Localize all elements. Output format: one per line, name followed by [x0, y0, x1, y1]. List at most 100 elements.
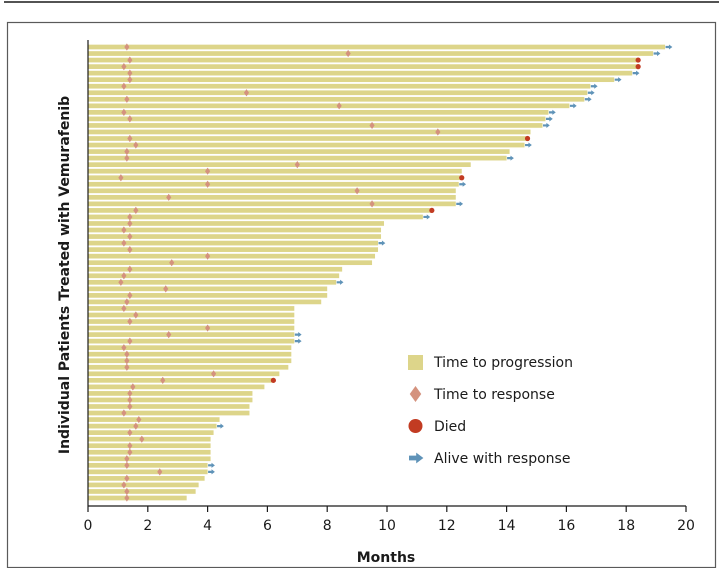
- response-marker: [127, 219, 133, 228]
- progression-bar: [88, 476, 205, 481]
- progression-bar: [88, 384, 265, 390]
- progression-bar: [88, 90, 588, 96]
- x-tick-label: 12: [438, 518, 456, 534]
- progression-bar: [88, 417, 220, 422]
- progression-bar: [88, 103, 570, 109]
- response-marker: [121, 344, 127, 352]
- progression-bar: [88, 168, 462, 174]
- progression-bar: [88, 443, 211, 449]
- response-marker: [124, 43, 130, 51]
- response-marker: [127, 134, 133, 143]
- x-tick-label: 0: [84, 518, 93, 534]
- alive-arrow: [456, 201, 464, 207]
- progression-bar: [88, 227, 382, 233]
- alive-arrow: [217, 423, 224, 429]
- progression-bar: [88, 116, 546, 122]
- response-marker: [127, 389, 133, 398]
- response-marker: [205, 252, 211, 260]
- progression-bar: [88, 293, 328, 298]
- legend-swatch-progression: [408, 355, 423, 370]
- response-marker: [124, 363, 130, 371]
- response-marker: [121, 409, 127, 417]
- response-marker: [124, 455, 130, 463]
- response-marker: [121, 108, 127, 116]
- alive-arrow: [336, 279, 344, 285]
- progression-bar: [88, 142, 525, 148]
- progression-bar: [88, 234, 382, 239]
- progression-bar: [88, 51, 654, 56]
- response-marker: [127, 396, 133, 404]
- x-tick-label: 8: [323, 518, 332, 534]
- x-axis-title: Months: [357, 550, 416, 566]
- progression-bar: [88, 358, 292, 364]
- x-tick-label: 16: [557, 518, 575, 534]
- response-marker: [127, 232, 133, 241]
- legend-label-alive: Alive with response: [434, 451, 570, 467]
- response-marker: [127, 337, 133, 345]
- response-marker: [121, 226, 127, 234]
- progression-bar: [88, 351, 292, 357]
- progression-bar: [88, 391, 253, 396]
- alive-arrow: [294, 338, 302, 344]
- response-marker: [124, 494, 130, 502]
- alive-arrow: [569, 103, 577, 109]
- died-marker: [524, 135, 531, 142]
- progression-bar: [88, 247, 379, 252]
- response-marker: [136, 415, 142, 424]
- died-marker: [270, 377, 276, 383]
- response-marker: [127, 448, 133, 456]
- legend-swatch-alive: [409, 452, 424, 464]
- progression-bar: [88, 240, 379, 246]
- response-marker: [127, 213, 133, 221]
- response-marker: [127, 246, 133, 254]
- response-marker: [121, 304, 127, 313]
- progression-bar: [88, 83, 591, 89]
- response-marker: [127, 402, 133, 411]
- response-marker: [163, 285, 169, 293]
- progression-bar: [88, 123, 543, 128]
- response-marker: [205, 167, 211, 175]
- response-marker: [121, 82, 127, 90]
- alive-arrow: [542, 122, 550, 128]
- alive-arrow: [614, 77, 622, 83]
- response-marker: [130, 383, 136, 391]
- x-tick-label: 6: [263, 518, 272, 534]
- progression-bar: [88, 456, 211, 462]
- progression-bar: [88, 273, 340, 279]
- response-marker: [205, 324, 211, 332]
- x-tick-label: 20: [677, 518, 695, 534]
- response-marker: [127, 442, 133, 450]
- response-marker: [124, 350, 130, 358]
- response-marker: [354, 187, 360, 195]
- response-marker: [160, 376, 166, 384]
- progression-bar: [88, 325, 295, 331]
- alive-arrow: [208, 462, 215, 468]
- progression-bar: [88, 377, 274, 383]
- alive-arrow: [459, 181, 467, 187]
- progression-bar: [88, 371, 280, 377]
- y-axis-title: Individual Patients Treated with Vemuraf…: [57, 96, 73, 454]
- progression-bar: [88, 410, 250, 416]
- response-marker: [210, 370, 217, 378]
- died-marker: [429, 207, 435, 214]
- progression-bar: [88, 188, 456, 194]
- response-marker: [124, 298, 130, 306]
- progression-bar: [88, 110, 549, 115]
- progression-bar: [88, 266, 343, 272]
- progression-bar: [88, 364, 289, 370]
- progression-bar: [88, 149, 510, 154]
- response-marker: [166, 193, 172, 201]
- x-tick-label: 10: [378, 518, 396, 534]
- x-tick-label: 14: [498, 518, 516, 534]
- response-marker: [133, 422, 139, 430]
- progression-bar: [88, 489, 196, 494]
- response-marker: [124, 357, 130, 365]
- alive-arrow: [653, 50, 661, 57]
- alive-arrow: [294, 332, 302, 338]
- response-marker: [127, 317, 133, 326]
- response-marker: [124, 487, 130, 496]
- progression-bar: [88, 136, 528, 141]
- legend-swatch-died: [408, 419, 423, 433]
- progression-bar: [88, 299, 322, 305]
